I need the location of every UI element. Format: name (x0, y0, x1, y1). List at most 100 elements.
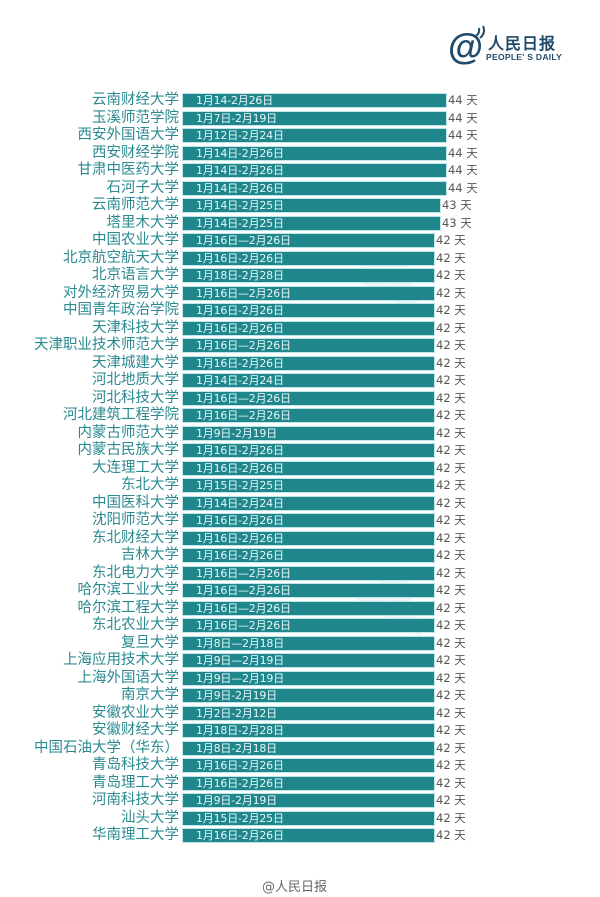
university-label: 大连理工大学 (92, 459, 179, 476)
date-range-label: 1月16日—2月26日 (196, 566, 291, 580)
duration-bar (183, 636, 434, 650)
university-label: 天津科技大学 (92, 319, 179, 336)
days-value-label: 42 天 (436, 285, 466, 300)
date-range-label: 1月18日-2月28日 (196, 269, 284, 282)
date-range-label: 1月16日—2月26日 (196, 234, 291, 247)
chart-row: 东北财经大学 1月16日-2月26日 42 天 (0, 530, 600, 548)
days-value-label: 42 天 (436, 408, 466, 422)
days-value-label: 42 天 (436, 268, 466, 282)
days-value-label: 42 天 (436, 513, 466, 527)
university-label: 甘肃中医药大学 (77, 162, 180, 178)
days-value-label: 42 天 (436, 828, 466, 842)
chart-row: 安徽财经大学 1月18日-2月28日 42 天 (0, 722, 600, 740)
duration-bar (183, 304, 434, 317)
duration-bar (183, 461, 434, 475)
chart-row: 安徽农业大学 1月2日-2月12日 42 天 (0, 705, 600, 723)
university-label: 沈阳师范大学 (92, 512, 179, 528)
university-label: 对外经济贸易大学 (63, 284, 179, 301)
date-range-label: 1月12日-2月24日 (196, 129, 284, 142)
days-value-label: 42 天 (436, 705, 466, 720)
university-label: 内蒙古师范大学 (77, 424, 180, 441)
date-range-label: 1月14日-2月26日 (196, 146, 284, 160)
duration-bar (183, 146, 446, 160)
days-value-label: 42 天 (436, 670, 466, 685)
university-label: 云南财经大学 (92, 92, 179, 108)
chart-row: 河南科技大学 1月9日-2月19日 42 天 (0, 792, 600, 810)
days-value-label: 42 天 (436, 583, 466, 597)
chart-row: 天津职业技术师范大学 1月16日—2月26日 42 天 (0, 337, 600, 355)
chart-row: 上海外国语大学 1月9日—2月19日 42 天 (0, 670, 600, 688)
duration-bar (183, 216, 440, 230)
chart-row: 东北农业大学 1月16日—2月26日 42 天 (0, 617, 600, 635)
days-value-label: 42 天 (436, 758, 466, 772)
university-label: 中国医科大学 (92, 494, 179, 511)
university-label: 中国石油大学（华东） (34, 739, 179, 756)
days-value-label: 42 天 (436, 390, 466, 405)
university-label: 河北地质大学 (92, 372, 179, 388)
days-value-label: 42 天 (436, 548, 466, 562)
days-value-label: 42 天 (436, 618, 466, 632)
duration-bar (183, 321, 434, 335)
chart-row: 西安财经学院 1月14日-2月26日 44 天 (0, 145, 600, 163)
chart-row: 复旦大学 1月8日—2月18日 42 天 (0, 635, 600, 653)
chart-row: 汕头大学 1月15日-2月25日 42 天 (0, 810, 600, 828)
university-label: 上海外国语大学 (77, 669, 180, 686)
days-value-label: 44 天 (447, 93, 478, 107)
university-label: 吉林大学 (121, 547, 179, 563)
university-label: 哈尔滨工业大学 (77, 582, 180, 598)
date-range-label: 1月16日-2月26日 (196, 759, 284, 772)
duration-bar (183, 706, 434, 720)
chart-row: 河北建筑工程学院 1月16日—2月26日 42 天 (0, 407, 600, 425)
days-value-label: 42 天 (436, 233, 466, 247)
date-range-label: 1月7日-2月19日 (196, 111, 277, 125)
chart-row: 河北科技大学 1月16日—2月26日 42 天 (0, 390, 600, 408)
duration-bar (183, 286, 434, 300)
days-value-label: 44 天 (447, 163, 478, 177)
days-value-label: 42 天 (436, 460, 466, 475)
duration-bar (183, 794, 434, 807)
chart-row: 中国青年政治学院 1月16日-2月26日 42 天 (0, 302, 600, 320)
date-range-label: 1月16日—2月26日 (196, 339, 291, 352)
date-range-label: 1月14日-2月24日 (196, 496, 284, 510)
chart-row: 天津城建大学 1月16日-2月26日 42 天 (0, 355, 600, 373)
duration-bar (183, 251, 434, 265)
date-range-label: 1月9日—2月19日 (196, 654, 284, 667)
duration-bar (183, 724, 434, 737)
duration-bar (183, 199, 440, 212)
date-range-label: 1月15日-2月25日 (196, 479, 284, 492)
date-range-label: 1月16日-2月26日 (196, 776, 284, 790)
university-label: 天津城建大学 (92, 354, 179, 371)
chart-row: 东北电力大学 1月16日—2月26日 42 天 (0, 565, 600, 583)
duration-bar (183, 829, 434, 842)
duration-bar (183, 426, 434, 440)
footer-credit: @人民日报 (262, 880, 328, 895)
university-label: 石河子大学 (106, 179, 180, 196)
days-value-label: 42 天 (436, 635, 466, 650)
days-value-label: 42 天 (436, 425, 466, 440)
days-value-label: 42 天 (436, 565, 466, 580)
chart-row: 云南师范大学 1月14日-2月25日 43 天 (0, 197, 600, 215)
university-label: 西安外国语大学 (77, 127, 180, 143)
university-label: 哈尔滨工程大学 (77, 599, 180, 616)
duration-bar (183, 811, 434, 825)
chart-row: 内蒙古师范大学 1月9日-2月19日 42 天 (0, 425, 600, 443)
duration-bar (183, 269, 434, 282)
date-range-label: 1月14日-2月26日 (196, 164, 284, 177)
duration-bar (183, 619, 434, 632)
chart-row: 吉林大学 1月16日-2月26日 42 天 (0, 547, 600, 565)
duration-bar (183, 654, 434, 667)
date-range-label: 1月16日-2月26日 (196, 444, 284, 457)
date-range-label: 1月16日—2月26日 (196, 286, 291, 300)
chart-row: 沈阳师范大学 1月16日-2月26日 42 天 (0, 512, 600, 530)
days-value-label: 42 天 (436, 478, 466, 492)
days-value-label: 42 天 (436, 775, 466, 790)
chart-row: 青岛科技大学 1月16日-2月26日 42 天 (0, 757, 600, 775)
date-range-label: 1月14日-2月26日 (196, 181, 284, 195)
date-range-label: 1月14日-2月25日 (196, 216, 284, 230)
days-value-label: 42 天 (436, 303, 466, 317)
days-value-label: 43 天 (441, 215, 472, 230)
chart-row: 上海应用技术大学 1月9日—2月19日 42 天 (0, 652, 600, 670)
chart-row: 大连理工大学 1月16日-2月26日 42 天 (0, 460, 600, 478)
date-range-label: 1月14日-2月24日 (196, 374, 284, 387)
days-value-label: 42 天 (436, 688, 466, 702)
